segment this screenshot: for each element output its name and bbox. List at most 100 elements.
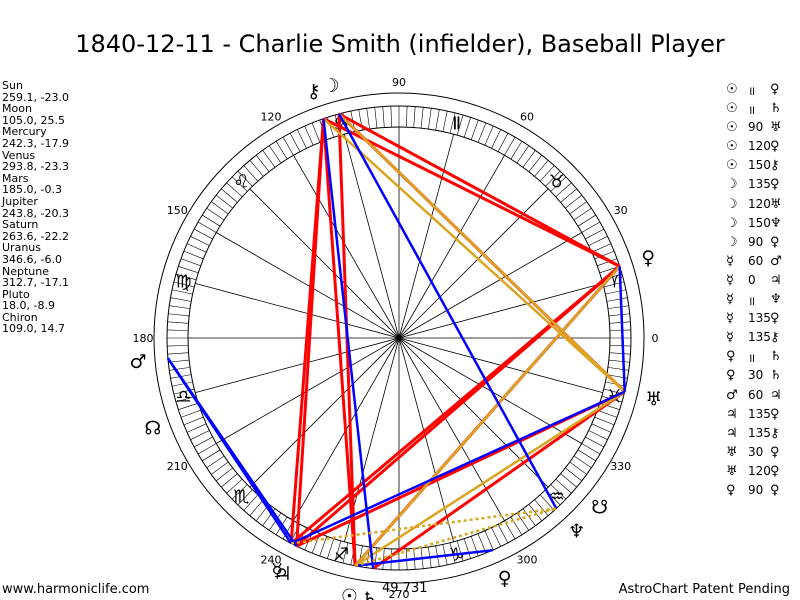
aspect-planet-a: ♀ xyxy=(726,349,736,365)
degree-tick xyxy=(197,443,217,455)
sign-glyph-taurus: ♉ xyxy=(549,171,565,192)
degree-tick xyxy=(456,114,464,136)
spoke-line xyxy=(398,134,454,339)
degree-tick xyxy=(178,402,199,410)
degree-tick xyxy=(167,345,189,347)
aspect-row: ☽ 90 ♀ xyxy=(726,235,800,254)
planet-glyph-venus: ♀ xyxy=(498,568,512,590)
planet-coords-mercury: 242.3, -17.9 xyxy=(2,136,69,150)
aspect-planet-b: ♄ xyxy=(770,368,782,384)
sign-glyph-libra: ♎ xyxy=(176,387,192,408)
degree-tick xyxy=(180,258,201,267)
degree-tick xyxy=(215,194,233,209)
degree-tick xyxy=(435,109,440,131)
planet-name-moon: Moon xyxy=(2,102,32,116)
footer-website[interactable]: www.harmoniclife.com xyxy=(2,582,150,597)
aspect-row: ☉ ॥ ♄ xyxy=(726,101,800,120)
aspect-line-jupiter-pluto xyxy=(295,265,621,548)
aspect-angle: 135 xyxy=(748,406,771,421)
outer-circle xyxy=(153,92,645,584)
degree-tick xyxy=(545,170,561,187)
degree-tick xyxy=(560,188,577,203)
degree-tick xyxy=(186,243,207,253)
aspect-line-pluto-uranus xyxy=(618,266,626,392)
aspect-planet-b: ♀ xyxy=(770,444,780,460)
degree-tick xyxy=(202,449,221,462)
degree-tick xyxy=(297,129,307,149)
degree-tick xyxy=(609,345,631,347)
aspect-angle: ॥ xyxy=(748,84,756,98)
degree-tick xyxy=(249,160,264,177)
degree-tick xyxy=(594,416,615,426)
planet-glyph-mercury: ☿ xyxy=(271,560,283,582)
degree-tick xyxy=(167,329,189,331)
degree-tick xyxy=(269,145,282,164)
degree-tick xyxy=(539,494,555,511)
degree-tick xyxy=(206,208,225,221)
degree-tick xyxy=(194,436,213,448)
aspect-planet-a: ☿ xyxy=(726,272,734,288)
planet-coords-sun: 259.1, -23.0 xyxy=(2,90,69,104)
degree-tick xyxy=(555,478,572,494)
degree-tick xyxy=(528,504,543,522)
aspect-line-chiron-saturn xyxy=(322,118,375,569)
degree-tick xyxy=(390,548,392,570)
degree-tick xyxy=(477,533,487,554)
degree-tick xyxy=(597,409,618,418)
spoke-line xyxy=(293,155,400,339)
planet-glyph-moon: ☽ xyxy=(323,75,340,97)
aspect-angle: ॥ xyxy=(748,351,756,366)
aspect-planet-a: ♃ xyxy=(726,425,738,441)
aspect-line-moon-uranus xyxy=(338,113,626,393)
aspect-row: ☿ 135 ♀ xyxy=(726,311,800,330)
degree-tick xyxy=(591,243,612,253)
spoke-line xyxy=(398,337,454,542)
aspect-row: ☿ 0 ♃ xyxy=(726,273,800,292)
degree-tick xyxy=(428,108,432,130)
degree-tick xyxy=(249,499,264,516)
aspect-angle: ॥ xyxy=(748,294,756,309)
aspect-row: ☿ 60 ♂ xyxy=(726,254,800,273)
aspect-planet-a: ☽ xyxy=(726,196,738,212)
aspect-planet-a: ☉ xyxy=(726,120,738,136)
spoke-line xyxy=(249,337,400,488)
planet-coords-chiron: 109.0, 14.7 xyxy=(2,322,65,336)
aspect-planet-b: ♃ xyxy=(770,387,782,403)
aspect-planet-a: ♀ xyxy=(726,368,736,384)
degree-tick xyxy=(172,289,193,295)
aspect-row: ☿ ॥ ♆ xyxy=(726,292,800,311)
planet-name-venus: Venus xyxy=(2,148,36,162)
degree-tick xyxy=(221,473,238,488)
aspect-planet-b: ♆ xyxy=(770,292,782,308)
aspect-planet-b: ♅ xyxy=(770,196,782,212)
degree-tick xyxy=(522,150,536,168)
aspect-planet-b: ♃ xyxy=(770,272,782,288)
aspect-row: ☽ 150 ♆ xyxy=(726,216,800,235)
degree-tick xyxy=(169,367,191,371)
aspect-line-chiron-uranus xyxy=(322,117,626,393)
degree-tick xyxy=(609,329,631,331)
aspect-planet-b: ♄ xyxy=(770,101,782,117)
degree-tick xyxy=(608,359,630,363)
planet-name-chiron: Chiron xyxy=(2,310,38,324)
degree-label: 120 xyxy=(261,110,282,123)
aspect-row: ♅ 120 ♀ xyxy=(726,464,800,483)
degree-tick xyxy=(585,436,604,448)
degree-tick xyxy=(555,182,572,198)
degree-tick xyxy=(304,125,314,146)
degree-tick xyxy=(168,313,190,317)
aspect-line-sun-neptune xyxy=(354,507,557,568)
degree-tick xyxy=(237,489,253,506)
aspect-line-sun-venus xyxy=(354,549,493,568)
aspect-line-moon-pluto xyxy=(338,112,621,268)
planet-name-mars: Mars xyxy=(2,171,29,185)
aspect-planet-b: ♆ xyxy=(770,215,782,231)
aspect-angle: 150 xyxy=(748,158,771,173)
degree-tick xyxy=(510,516,523,535)
spoke-line xyxy=(398,337,505,521)
degree-tick xyxy=(366,108,370,130)
aspect-row: ☉ 150 ⚷ xyxy=(726,158,800,177)
aspect-planet-a: ☽ xyxy=(726,177,738,193)
planet-position-list: Sun 259.1, -23.0 Moon 105.0, 25.5 Mercury 242… xyxy=(2,80,69,335)
planet-glyph-south-node: ☋ xyxy=(591,496,608,518)
